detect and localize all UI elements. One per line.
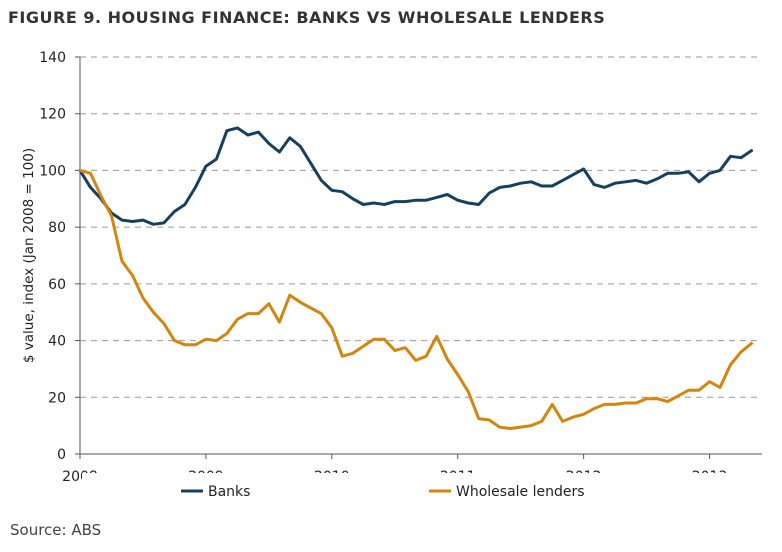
- y-tick-label: 40: [48, 334, 66, 350]
- y-tick-label: 100: [39, 163, 66, 179]
- source-note: Source: ABS: [10, 521, 102, 539]
- chart-title: FIGURE 9. HOUSING FINANCE: BANKS VS WHOL…: [8, 8, 606, 27]
- y-tick-label: 140: [39, 50, 66, 66]
- y-tick-label: 120: [39, 107, 66, 123]
- legend-band: [82, 473, 742, 483]
- y-axis-title: $ value, index (Jan 2008 = 100): [21, 148, 37, 363]
- y-tick-label: 0: [57, 447, 66, 463]
- y-tick-label: 80: [48, 220, 66, 236]
- series-line-wholesale-lenders: [78, 168, 753, 430]
- y-tick-label: 20: [48, 390, 66, 406]
- legend-label-wholesale-lenders: Wholesale lenders: [456, 484, 585, 500]
- y-tick-label: 60: [48, 277, 66, 293]
- legend-label-banks: Banks: [208, 484, 250, 500]
- series-line-banks: [78, 126, 753, 226]
